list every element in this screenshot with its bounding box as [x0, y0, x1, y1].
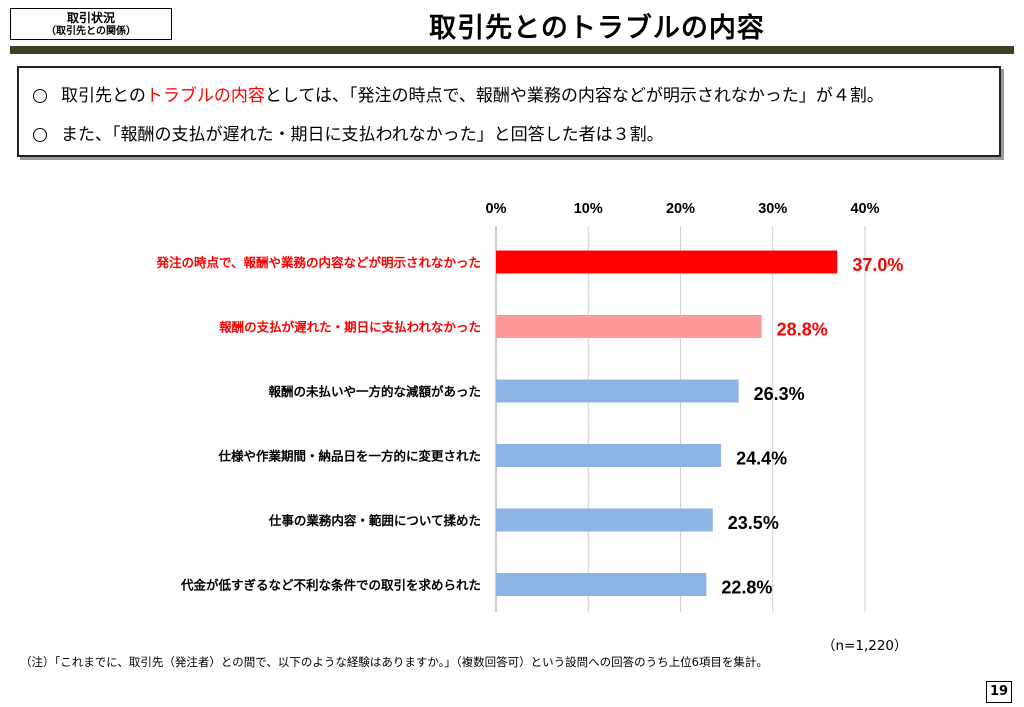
- category-label: 代金が低すぎるなど不利な条件での取引を求められた: [180, 578, 481, 593]
- bar: [496, 444, 722, 467]
- section-tag: 取引状況 （取引先との関係）: [10, 8, 172, 40]
- category-label: 発注の時点で、報酬や業務の内容などが明示されなかった: [155, 255, 481, 270]
- bar: [496, 315, 762, 338]
- section-tag-title: 取引状況: [66, 11, 115, 25]
- summary-line-2-text: また、「報酬の支払が遅れた・期日に支払われなかった」と回答した者は３割。: [61, 125, 664, 145]
- bar: [496, 508, 713, 532]
- summary-line-2: また、「報酬の支払が遅れた・期日に支払われなかった」と回答した者は３割。: [33, 120, 664, 145]
- data-label: 28.8%: [777, 320, 828, 340]
- data-label: 37.0%: [852, 255, 903, 275]
- data-label: 22.8%: [721, 578, 772, 598]
- bullet-circle-icon: [33, 89, 47, 103]
- x-tick-label: 20%: [666, 201, 695, 217]
- bar: [496, 250, 838, 274]
- data-label: 24.4%: [736, 449, 787, 469]
- category-label: 仕様や作業期間・納品日を一方的に変更された: [217, 449, 481, 464]
- data-label: 26.3%: [754, 384, 805, 404]
- summary-line-1-highlight: トラブルの内容: [145, 86, 265, 106]
- title-divider: [10, 46, 1014, 54]
- sample-size: （n=1,220）: [822, 638, 908, 654]
- summary-line-1-suffix: としては、「発注の時点で、報酬や業務の内容などが明示されなかった」が４割。: [264, 86, 884, 106]
- summary-line-1: 取引先とのトラブルの内容としては、「発注の時点で、報酬や業務の内容などが明示され…: [33, 81, 884, 106]
- x-tick-label: 30%: [758, 201, 787, 217]
- bullet-circle-icon: [33, 128, 47, 142]
- page-title: 取引先とのトラブルの内容: [429, 13, 765, 44]
- category-label: 報酬の支払が遅れた・期日に支払われなかった: [219, 320, 481, 335]
- data-label: 23.5%: [728, 513, 779, 533]
- section-tag-subtitle: （取引先との関係）: [46, 25, 136, 37]
- x-tick-label: 10%: [574, 201, 603, 217]
- summary-line-1-prefix: 取引先との: [61, 86, 146, 106]
- summary-box: 取引先とのトラブルの内容としては、「発注の時点で、報酬や業務の内容などが明示され…: [17, 66, 1001, 157]
- category-label: 報酬の未払いや一方的な減額があった: [268, 384, 481, 399]
- x-tick-label: 0%: [486, 201, 507, 217]
- x-tick-label: 40%: [850, 201, 879, 217]
- page-number: 19: [986, 681, 1012, 703]
- bar: [496, 573, 707, 596]
- bar: [496, 379, 739, 403]
- category-label: 仕事の業務内容・範囲について揉めた: [268, 513, 481, 528]
- footnote: （注）「これまでに、取引先（発注者）との間で、以下のような経験はありますか。」（…: [20, 655, 768, 669]
